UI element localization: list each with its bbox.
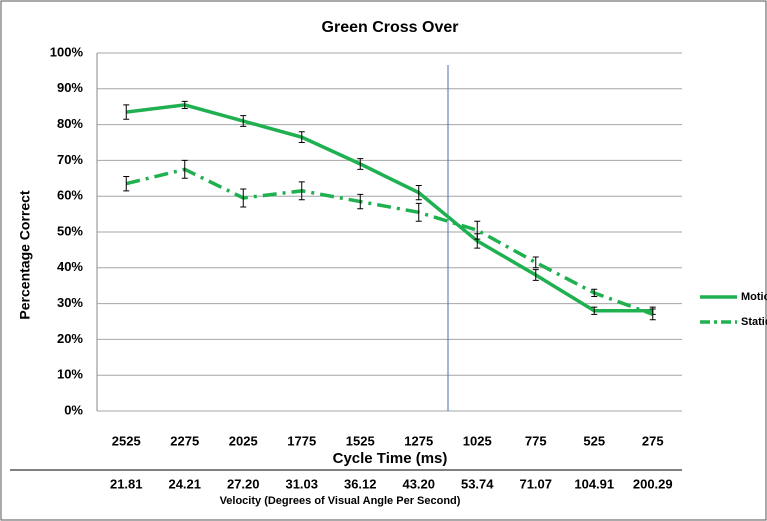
error-bar — [591, 306, 598, 315]
error-bar — [240, 115, 247, 127]
error-bar — [474, 220, 481, 240]
y-tick-label: 90% — [57, 80, 83, 95]
y-tick-label: 80% — [57, 116, 83, 131]
x-tick-label: 1025 — [463, 433, 492, 448]
y-tick-label: 70% — [57, 152, 83, 167]
x2-tick-label: 21.81 — [110, 476, 143, 491]
series-line — [126, 103, 653, 313]
legend-label: Static — [741, 316, 767, 328]
y-tick-label: 50% — [57, 223, 83, 238]
x2-tick-label: 36.12 — [344, 476, 377, 491]
error-bar — [415, 202, 422, 222]
x-tick-label: 1525 — [346, 433, 375, 448]
y-axis-title: Percentage Correct — [17, 190, 33, 320]
x2-tick-label: 24.21 — [168, 476, 201, 491]
error-bar — [415, 184, 422, 201]
y-tick-label: 30% — [57, 295, 83, 310]
error-bar — [357, 193, 364, 210]
x2-axis-title: Velocity (Degrees of Visual Angle Per Se… — [220, 495, 461, 507]
error-bar — [357, 158, 364, 170]
x2-tick-label: 43.20 — [402, 476, 435, 491]
y-tick-label: 20% — [57, 331, 83, 346]
chart-title: Green Cross Over — [322, 19, 459, 36]
x2-tick-label: 53.74 — [461, 476, 494, 491]
error-bar — [123, 104, 130, 120]
x-tick-label: 275 — [642, 433, 664, 448]
error-bar — [298, 131, 305, 143]
x-tick-label: 775 — [525, 433, 547, 448]
x-tick-label: 2525 — [112, 433, 141, 448]
y-tick-label: 60% — [57, 188, 83, 203]
x2-tick-label: 71.07 — [519, 476, 552, 491]
x2-tick-label: 104.91 — [574, 476, 614, 491]
x-axis-title: Cycle Time (ms) — [333, 450, 448, 467]
error-bar — [298, 181, 305, 201]
error-bar — [123, 176, 130, 192]
error-bar — [240, 188, 247, 208]
y-tick-label: 100% — [50, 44, 84, 59]
error-bar — [532, 269, 539, 281]
y-tick-label: 40% — [57, 259, 83, 274]
legend-label: Motion — [741, 291, 767, 303]
error-bar — [649, 308, 656, 321]
y-tick-label: 0% — [64, 402, 83, 417]
x2-tick-label: 31.03 — [285, 476, 318, 491]
x-tick-label: 2025 — [229, 433, 258, 448]
x-tick-label: 525 — [583, 433, 605, 448]
x-tick-label: 1775 — [287, 433, 316, 448]
error-bar — [532, 256, 539, 269]
error-bar — [181, 100, 188, 109]
y-tick-label: 10% — [57, 367, 83, 382]
x-tick-label: 1275 — [404, 433, 433, 448]
error-bar — [591, 288, 598, 297]
x2-tick-label: 27.20 — [227, 476, 260, 491]
series-line — [125, 167, 654, 316]
x-tick-label: 2275 — [170, 433, 199, 448]
x2-tick-label: 200.29 — [633, 476, 673, 491]
error-bar — [181, 159, 188, 179]
